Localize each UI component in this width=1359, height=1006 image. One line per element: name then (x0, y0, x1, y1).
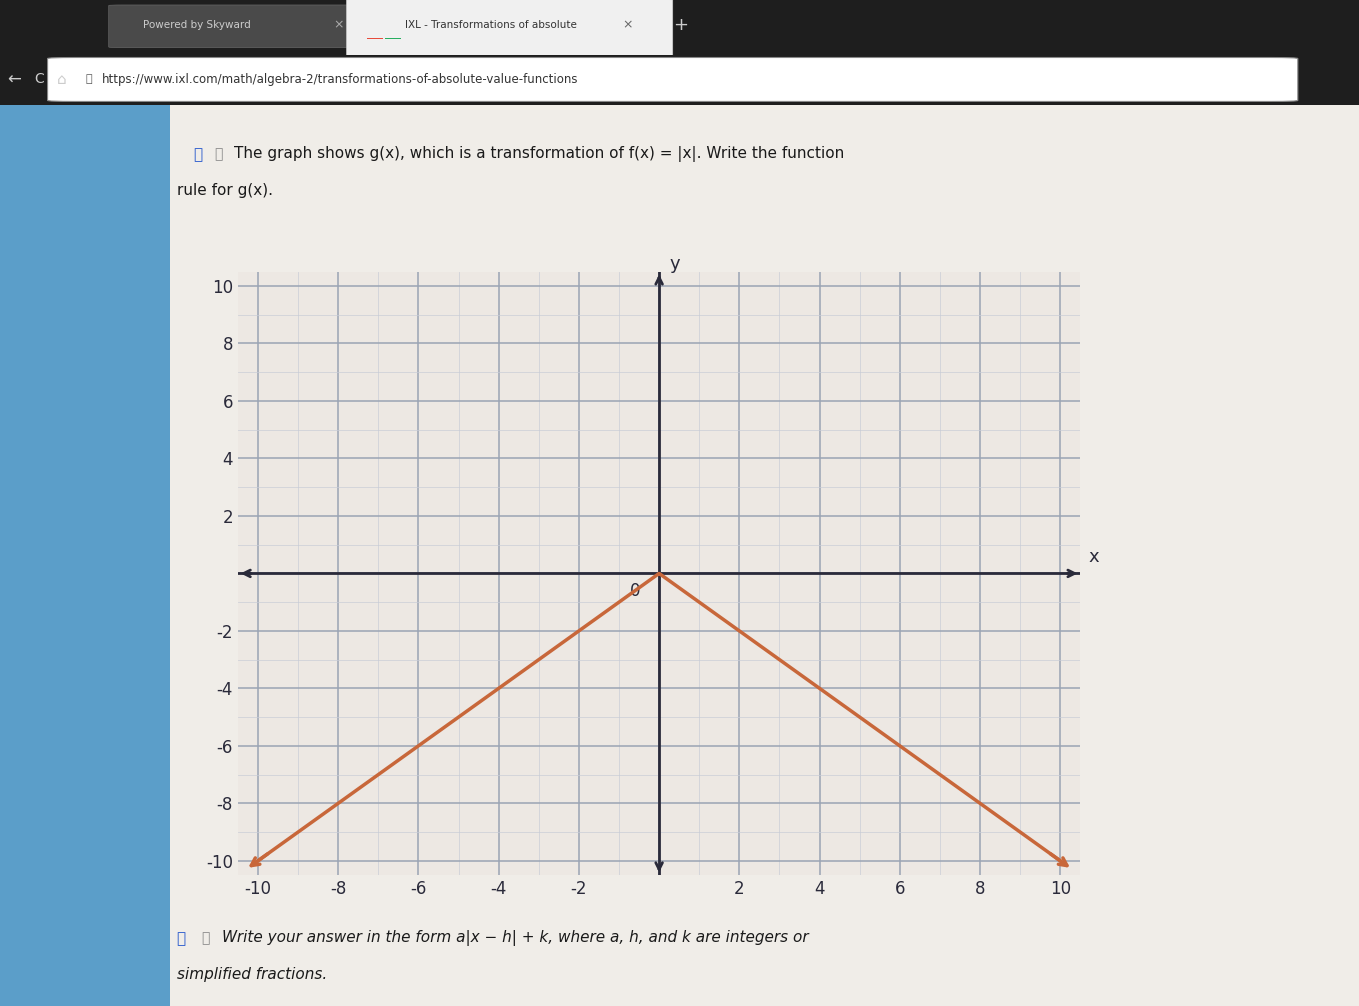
Text: https://www.ixl.com/math/algebra-2/transformations-of-absolute-value-functions: https://www.ixl.com/math/algebra-2/trans… (102, 73, 579, 86)
Text: C: C (34, 72, 43, 87)
Text: IXL - Transformations of absolute: IXL - Transformations of absolute (405, 20, 576, 30)
Text: simplified fractions.: simplified fractions. (177, 967, 328, 982)
Bar (0, 105, 170, 1006)
Text: ⌂: ⌂ (57, 72, 67, 87)
Text: ←: ← (7, 70, 20, 89)
Text: 🅰: 🅰 (215, 147, 223, 161)
Text: The graph shows g(x), which is a transformation of f(x) = |x|. Write the functio: The graph shows g(x), which is a transfo… (234, 146, 844, 162)
Text: Write your answer in the form a|x − h| + k, where a, h, and k are integers or: Write your answer in the form a|x − h| +… (222, 931, 809, 947)
Text: x: x (1089, 548, 1099, 566)
Text: 🔊: 🔊 (193, 147, 202, 162)
Bar (170, 105, 1359, 1006)
Text: 🅰: 🅰 (201, 932, 209, 946)
Text: ×: × (622, 18, 633, 31)
FancyBboxPatch shape (347, 0, 673, 56)
Text: 🔊: 🔊 (177, 931, 186, 946)
Text: 0: 0 (629, 582, 640, 601)
Text: rule for g(x).: rule for g(x). (177, 183, 273, 198)
FancyBboxPatch shape (48, 57, 1298, 102)
Text: Powered by Skyward: Powered by Skyward (143, 20, 250, 30)
Text: ×: × (333, 18, 344, 31)
Text: +: + (673, 16, 688, 34)
FancyBboxPatch shape (109, 5, 367, 47)
Text: y: y (669, 255, 680, 273)
Text: 🔒: 🔒 (86, 74, 92, 85)
